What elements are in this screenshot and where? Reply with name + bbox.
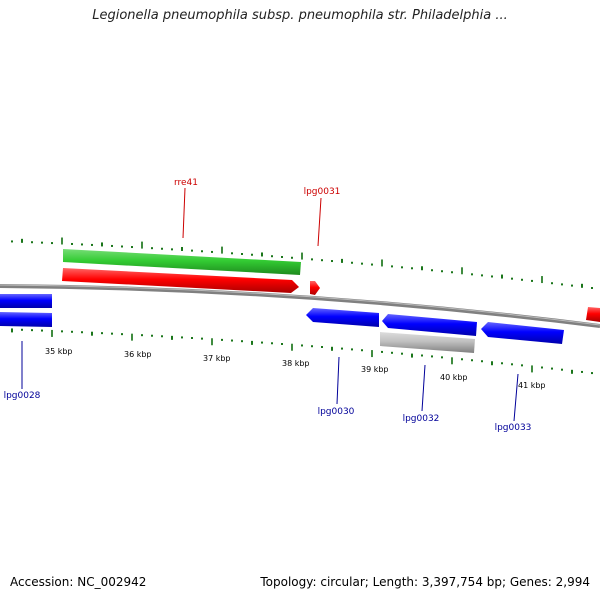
genome-backbone [0, 284, 600, 328]
feature-label-lpg0032[interactable]: lpg0032 [403, 414, 440, 424]
gene-reverse-arrow[interactable] [0, 312, 52, 327]
page-title: Legionella pneumophila subsp. pneumophil… [92, 8, 508, 23]
scale-label: 40 kbp [440, 373, 468, 382]
feature-label-lpg0031[interactable]: lpg0031 [304, 187, 341, 197]
feature-label-lpg0028[interactable]: lpg0028 [4, 391, 41, 401]
gene-rre41-arrow[interactable] [63, 249, 301, 275]
gene-lpg0031-arrow[interactable] [310, 281, 320, 295]
feature-label-lpg0030[interactable]: lpg0030 [318, 407, 355, 417]
gene-forward-arrow-edge[interactable] [586, 307, 600, 322]
forward-strand-genes [62, 249, 600, 322]
gene-lpg0032-arrow[interactable] [382, 314, 477, 336]
gene-pseudo-arrow[interactable] [380, 332, 475, 353]
gene-lpg0033-arrow[interactable] [481, 322, 564, 344]
scale-label: 37 kbp [203, 354, 231, 363]
leader-lpg0032 [421, 364, 426, 412]
accession-text: Accession: NC_002942 [10, 575, 147, 589]
leader-lpg0030 [336, 356, 340, 405]
leader-lpg0031 [317, 197, 322, 247]
feature-label-lpg0033[interactable]: lpg0033 [495, 423, 532, 433]
scale-label: 39 kbp [361, 365, 389, 374]
genome-backbone-highlight [0, 284, 600, 326]
leader-lpg0033 [513, 373, 519, 422]
upper-tick-track [11, 237, 593, 290]
leader-lines [21, 187, 519, 422]
gene-forward-arrow[interactable] [62, 268, 299, 293]
gene-lpg0030-arrow[interactable] [306, 308, 379, 327]
feature-labels: rre41 lpg0031 lpg0028 lpg0030 lpg0032 lp… [4, 178, 532, 433]
reverse-strand-genes [0, 294, 564, 353]
feature-label-rre41[interactable]: rre41 [174, 178, 198, 188]
topology-summary: Topology: circular; Length: 3,397,754 bp… [260, 575, 590, 589]
scale-label: 35 kbp [45, 347, 73, 356]
gene-lpg0028-arrow[interactable] [0, 294, 52, 308]
leader-rre41 [182, 187, 186, 239]
lower-tick-track [11, 328, 593, 375]
scale-labels: 35 kbp 36 kbp 37 kbp 38 kbp 39 kbp 40 kb… [45, 347, 546, 390]
scale-label: 38 kbp [282, 359, 310, 368]
scale-label: 41 kbp [518, 381, 546, 390]
scale-label: 36 kbp [124, 350, 152, 359]
